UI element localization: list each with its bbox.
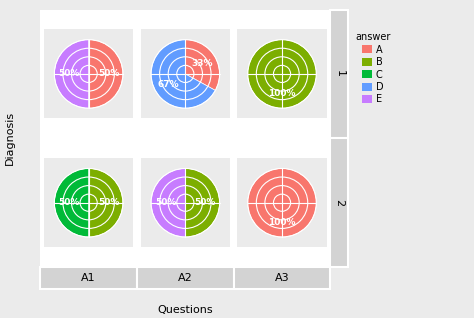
Text: A2: A2 (178, 273, 193, 283)
Wedge shape (185, 40, 219, 90)
Wedge shape (248, 40, 316, 108)
Text: A3: A3 (275, 273, 289, 283)
Wedge shape (89, 40, 123, 108)
Text: 50%: 50% (98, 69, 119, 79)
Wedge shape (55, 169, 89, 237)
Text: Diagnosis: Diagnosis (5, 111, 15, 165)
Wedge shape (151, 169, 185, 237)
Text: 67%: 67% (157, 80, 179, 88)
Legend: A, B, C, D, E: A, B, C, D, E (353, 30, 392, 106)
Text: 2: 2 (334, 199, 345, 206)
Wedge shape (185, 169, 219, 237)
Wedge shape (55, 40, 89, 108)
Text: 100%: 100% (268, 89, 296, 98)
Text: 50%: 50% (194, 198, 216, 207)
Text: 1: 1 (334, 70, 345, 78)
Text: 100%: 100% (268, 218, 296, 227)
Text: 50%: 50% (58, 198, 80, 207)
Text: 50%: 50% (58, 69, 80, 79)
Wedge shape (151, 40, 215, 108)
Text: Questions: Questions (157, 305, 213, 315)
Text: A1: A1 (82, 273, 96, 283)
Wedge shape (89, 169, 123, 237)
Wedge shape (248, 169, 316, 237)
Text: 33%: 33% (191, 59, 213, 68)
Text: 50%: 50% (155, 198, 176, 207)
Text: 50%: 50% (98, 198, 119, 207)
